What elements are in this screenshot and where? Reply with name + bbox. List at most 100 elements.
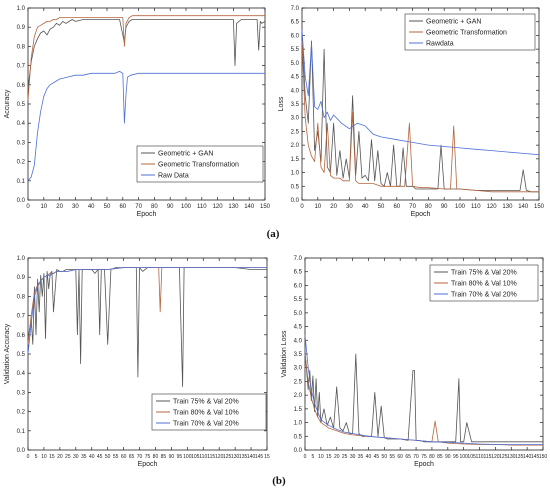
x-tick-label: 80 xyxy=(429,454,435,460)
x-tick-label: 105 xyxy=(467,454,476,460)
x-tick-label: 85 xyxy=(161,454,167,460)
caption-b: (b) xyxy=(272,475,286,487)
x-axis-label: Epoch xyxy=(138,461,158,468)
y-tick-label: 0.0 xyxy=(294,448,303,454)
y-axis-label: Validation Accuracy xyxy=(4,323,11,384)
y-axis-label: Accuracy xyxy=(4,89,11,118)
x-axis-label: Epoch xyxy=(414,461,434,468)
y-tick-label: 4.0 xyxy=(294,338,303,344)
x-tick-label: 80 xyxy=(425,204,432,210)
x-tick-label: 10 xyxy=(314,204,321,210)
plots-layer: 0 10 20 30 40 50 60 70 80 90 100 110 120 130 140 150 0.0… xyxy=(4,6,547,468)
series-line-2 xyxy=(27,71,265,182)
x-tick-label: 55 xyxy=(113,454,119,460)
y-tick-label: 3.5 xyxy=(294,352,303,358)
x-tick-label: 120 xyxy=(487,204,498,210)
x-tick-label: 70 xyxy=(413,454,419,460)
x-tick-label: 5 xyxy=(35,454,38,460)
x-tick-label: 150 xyxy=(539,454,548,460)
y-tick-label: 0.6 xyxy=(17,333,26,339)
legend-label: Rawdata xyxy=(426,41,454,48)
x-tick-label: 120 xyxy=(215,454,224,460)
chart-loss_a: 0 10 20 30 40 50 60 70 80 90 100 110 120 130 140 150 0.0… xyxy=(278,6,545,218)
x-tick-label: 110 xyxy=(197,204,207,210)
x-tick-label: 55 xyxy=(389,454,395,460)
y-tick-label: 0.3 xyxy=(17,140,26,146)
legend-label: Geometric + GAN xyxy=(426,19,481,26)
y-tick-label: 1.5 xyxy=(294,407,303,413)
x-tick-label: 100 xyxy=(455,204,466,210)
x-tick-label: 130 xyxy=(502,204,513,210)
y-tick-label: 7.0 xyxy=(294,256,303,262)
x-tick-label: 45 xyxy=(97,454,103,460)
x-tick-label: 30 xyxy=(73,454,79,460)
legend-label: Train 80% & Val 10% xyxy=(173,410,239,417)
x-tick-label: 130 xyxy=(507,454,516,460)
legend-label: Train 75% & Val 20% xyxy=(451,270,517,277)
legend-label: Train 75% & Val 20% xyxy=(173,399,239,406)
x-tick-label: 80 xyxy=(151,204,158,210)
x-tick-label: 20 xyxy=(334,454,340,460)
x-tick-label: 120 xyxy=(213,204,224,210)
x-tick-label: 115 xyxy=(207,454,215,460)
y-tick-label: 1.5 xyxy=(291,157,300,163)
x-tick-label: 85 xyxy=(437,454,443,460)
x-tick-label: 40 xyxy=(89,454,95,460)
y-tick-label: 0.5 xyxy=(17,102,26,108)
y-tick-label: 6.5 xyxy=(291,20,300,26)
y-tick-label: 0.9 xyxy=(17,25,26,31)
y-tick-label: 2.0 xyxy=(294,393,303,399)
y-tick-label: 2.5 xyxy=(291,129,300,135)
y-tick-label: 5.0 xyxy=(294,311,303,317)
x-tick-label: 140 xyxy=(523,454,532,460)
y-tick-label: 0.7 xyxy=(17,64,26,70)
y-tick-label: 4.0 xyxy=(291,88,300,94)
x-tick-label: 50 xyxy=(104,204,111,210)
y-tick-label: 2.0 xyxy=(291,143,300,149)
x-tick-label: 140 xyxy=(247,454,256,460)
y-tick-label: 7.0 xyxy=(291,6,300,12)
x-tick-label: 105 xyxy=(191,454,200,460)
y-tick-label: 6.5 xyxy=(294,270,303,276)
x-tick-label: 100 xyxy=(181,204,192,210)
series-line-1 xyxy=(301,40,539,193)
y-tick-label: 1.0 xyxy=(17,256,26,262)
y-tick-label: 0.2 xyxy=(17,410,26,416)
legend-box xyxy=(151,393,267,431)
x-tick-label: 15 xyxy=(264,454,270,460)
y-tick-label: 0.0 xyxy=(17,198,26,204)
x-tick-label: 40 xyxy=(362,204,369,210)
x-tick-label: 145 xyxy=(255,454,264,460)
chart-loss_b: 0 5 10 15 20 25 30 35 40 45 50 55 60 65 70 75 80 85 90 95 10… xyxy=(281,256,547,468)
x-tick-label: 140 xyxy=(244,204,255,210)
y-tick-label: 1.0 xyxy=(294,421,303,427)
y-tick-label: 1.0 xyxy=(291,171,300,177)
series-line-0 xyxy=(304,351,543,443)
legend-box xyxy=(136,145,264,183)
y-tick-label: 0.7 xyxy=(17,314,26,320)
x-tick-label: 135 xyxy=(239,454,248,460)
x-tick-label: 125 xyxy=(499,454,508,460)
y-tick-label: 4.5 xyxy=(294,325,303,331)
y-axis-label: Loss xyxy=(278,96,285,111)
x-tick-label: 65 xyxy=(129,454,135,460)
y-tick-label: 0.9 xyxy=(17,275,26,281)
y-tick-label: 1.0 xyxy=(17,6,26,12)
x-tick-label: 30 xyxy=(72,204,79,210)
legend-label: Train 70% & Val 20% xyxy=(451,292,517,299)
y-tick-label: 0.1 xyxy=(17,429,26,435)
x-tick-label: 50 xyxy=(382,454,388,460)
x-tick-label: 70 xyxy=(135,204,142,210)
x-tick-label: 90 xyxy=(167,204,174,210)
x-tick-label: 40 xyxy=(366,454,372,460)
x-tick-label: 0 xyxy=(27,454,30,460)
x-tick-label: 95 xyxy=(453,454,459,460)
x-tick-label: 60 xyxy=(393,204,400,210)
x-tick-label: 15 xyxy=(49,454,55,460)
x-tick-label: 115 xyxy=(483,454,491,460)
x-tick-label: 35 xyxy=(81,454,87,460)
x-tick-label: 90 xyxy=(445,454,451,460)
y-tick-label: 3.0 xyxy=(294,366,303,372)
x-tick-label: 110 xyxy=(199,454,207,460)
